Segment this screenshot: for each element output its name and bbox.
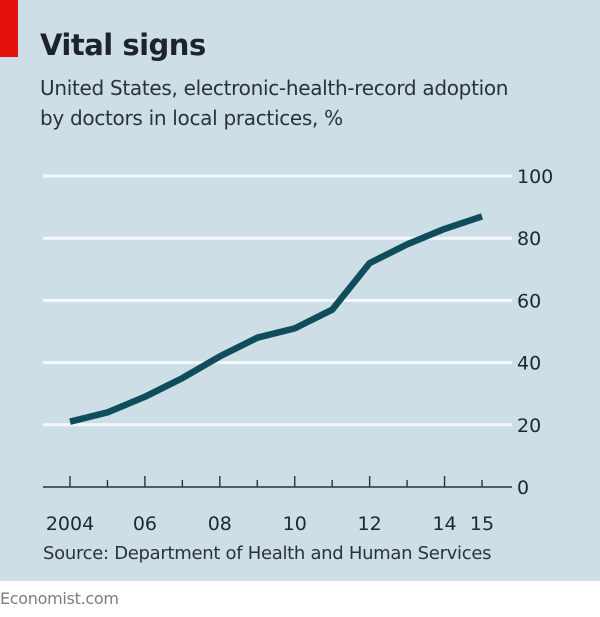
source-note: Source: Department of Health and Human S… (43, 543, 492, 564)
series-line-0 (69, 213, 484, 425)
y-tick-label-80: 80 (517, 228, 541, 250)
subtitle-line-2: by doctors in local practices, % (40, 106, 343, 130)
y-tick-label-100: 100 (517, 166, 553, 188)
line-chart: 0 20 40 60 80 100 2004 06 08 10 12 14 15 (43, 166, 553, 535)
subtitle-line-1: United States, electronic-health-record … (40, 76, 509, 100)
y-tick-label-0: 0 (517, 477, 529, 499)
y-tick-label-60: 60 (517, 290, 541, 312)
brand-footer: Economist.com (0, 589, 119, 608)
x-tick-label-2012: 12 (358, 513, 382, 535)
x-tick-label-2014: 14 (432, 513, 456, 535)
x-tick-label-2010: 10 (283, 513, 307, 535)
x-tick-label-2006: 06 (133, 513, 157, 535)
chart-panel (0, 0, 600, 581)
y-tick-label-20: 20 (517, 415, 541, 437)
x-tick-label-2004: 2004 (46, 513, 94, 535)
x-tick-label-2015: 15 (470, 513, 494, 535)
y-tick-label-40: 40 (517, 353, 541, 375)
brand-red-tag (0, 0, 18, 57)
chart-title: Vital signs (40, 28, 206, 62)
x-tick-label-2008: 08 (208, 513, 232, 535)
chart-subtitle: United States, electronic-health-record … (40, 73, 580, 133)
